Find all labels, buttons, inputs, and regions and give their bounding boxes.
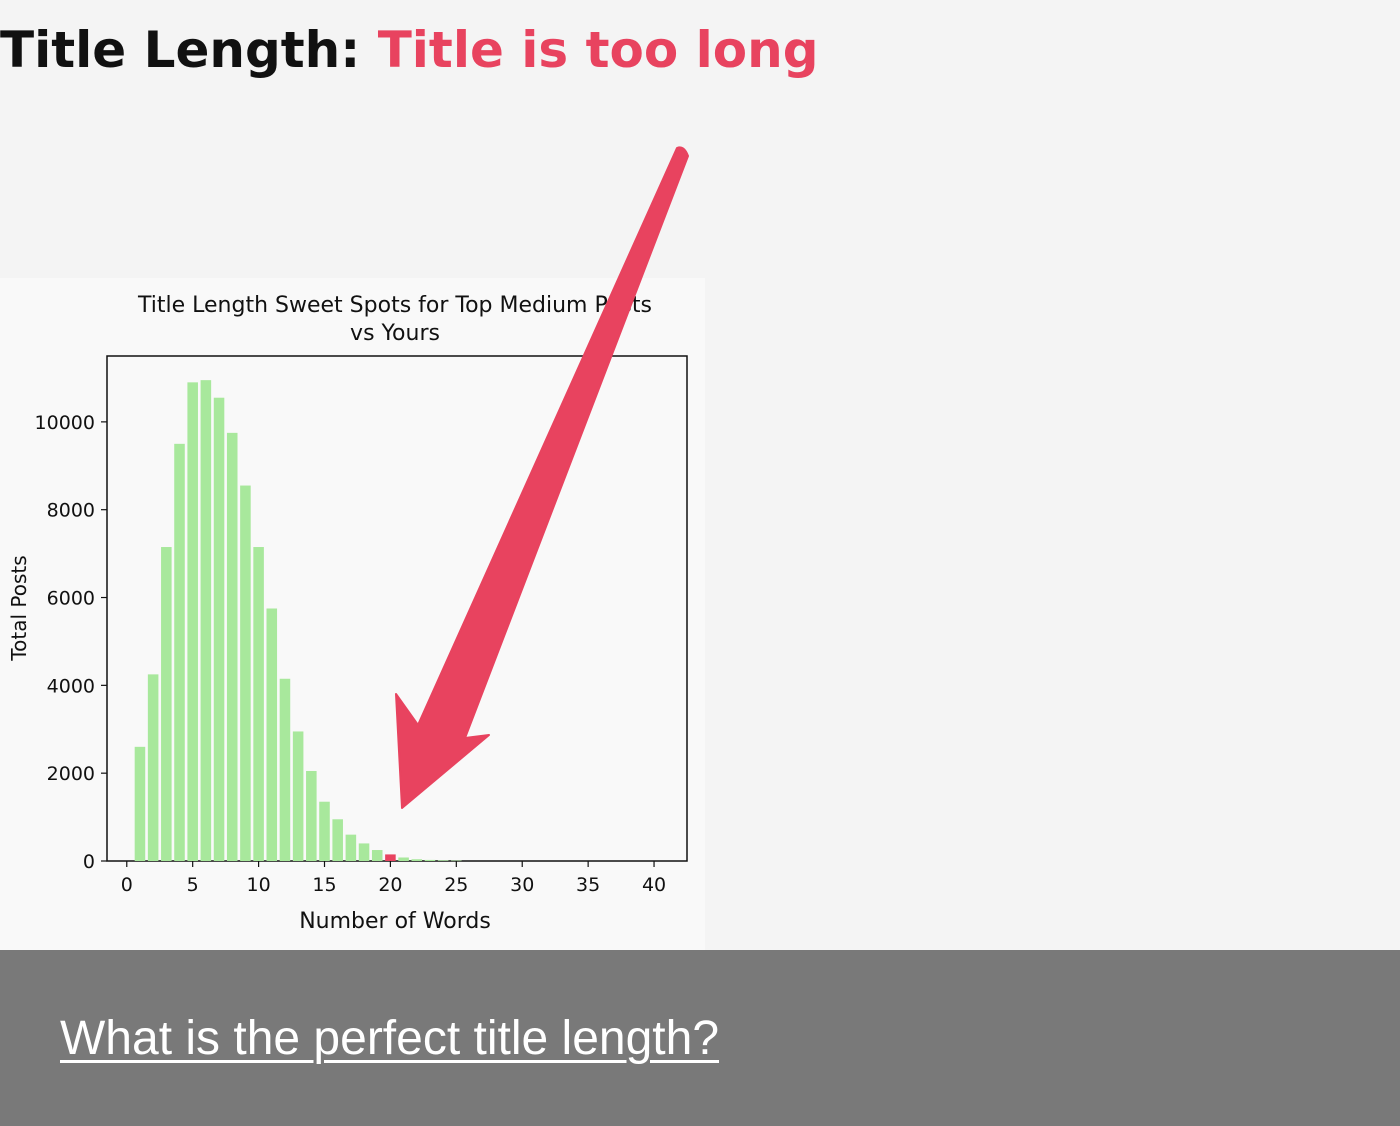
x-tick-label: 40 [642,874,666,896]
bar [279,678,291,861]
bar [292,731,304,861]
chart-panel: Title Length Sweet Spots for Top Medium … [0,278,705,950]
y-tick-label: 10000 [35,412,95,434]
title-length-chart: Title Length Sweet Spots for Top Medium … [7,293,688,934]
bar [213,397,225,861]
heading-label: Title Length: [0,21,361,79]
bar [253,547,264,861]
bar [200,380,212,861]
bar [161,547,172,861]
bar [358,843,370,861]
y-tick-label: 2000 [47,763,95,785]
x-tick-label: 0 [121,874,133,896]
chart-title: Title Length Sweet Spots for Top Medium … [137,293,652,318]
bar [437,860,449,861]
x-tick-label: 15 [312,874,336,896]
bar [332,819,343,861]
x-tick-label: 5 [187,874,199,896]
bar [411,859,423,861]
bar [345,834,357,861]
x-axis-label: Number of Words [299,909,491,934]
x-tick-label: 10 [246,874,270,896]
bar [398,857,409,861]
bar [371,850,383,861]
bar [134,746,146,861]
x-axis-ticks: 0 5 10 15 20 25 30 35 40 [121,861,666,896]
x-tick-label: 25 [444,874,468,896]
y-tick-label: 0 [83,851,95,873]
x-tick-label: 20 [378,874,402,896]
bar [187,382,198,861]
bar-highlighted [385,854,396,861]
x-tick-label: 35 [576,874,600,896]
perfect-title-length-link[interactable]: What is the perfect title length? [60,1012,720,1065]
bar [266,608,278,861]
x-tick-label: 30 [510,874,534,896]
bar [174,443,185,861]
bar [319,801,330,861]
footer-bar [0,950,1400,1126]
bar [424,859,436,861]
bar [306,770,317,861]
y-axis-label: Total Posts [7,555,31,661]
y-tick-label: 8000 [47,500,95,522]
chart-title-line2: vs Yours [350,321,440,346]
page-heading: Title Length: Title is too long [0,18,818,82]
bar [226,432,238,861]
y-axis-ticks: 0 2000 4000 6000 8000 10000 [35,412,107,873]
bar [147,674,159,861]
bar [240,485,251,861]
y-tick-label: 6000 [47,588,95,610]
y-tick-label: 4000 [47,675,95,697]
title-status: Title is too long [377,21,819,79]
bar [451,860,462,862]
bars-group [134,380,462,862]
